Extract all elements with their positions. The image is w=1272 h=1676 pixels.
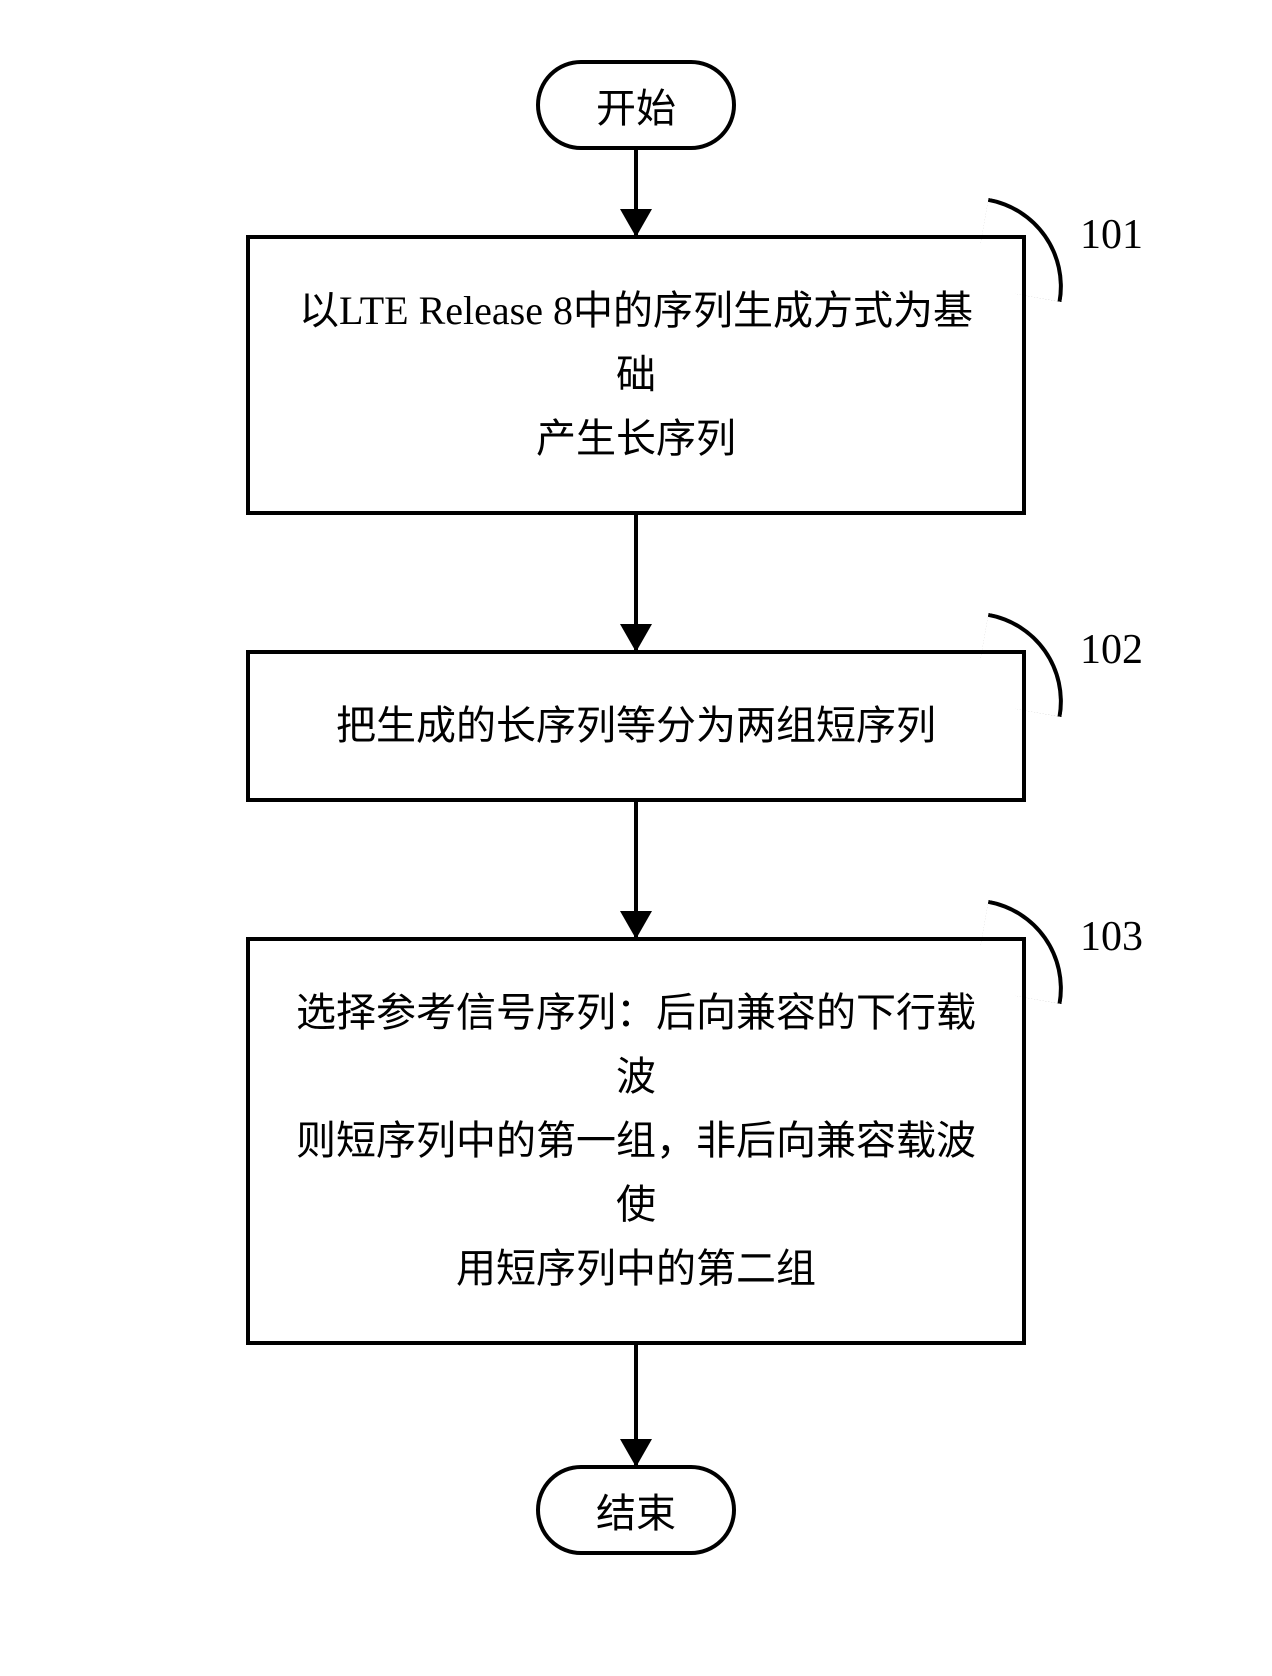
step1-process: 以LTE Release 8中的序列生成方式为基础 产生长序列 — [246, 235, 1026, 515]
end-terminal: 结束 — [536, 1465, 736, 1555]
step2-label-container: 102 — [980, 640, 1180, 710]
step3-text-line3: 用短序列中的第二组 — [280, 1237, 992, 1301]
step2-label: 102 — [1080, 626, 1143, 674]
step3-process: 选择参考信号序列：后向兼容的下行载波 则短序列中的第一组，非后向兼容载波使 用短… — [246, 937, 1026, 1345]
step1-text-line1: 以LTE Release 8中的序列生成方式为基础 — [280, 279, 992, 407]
end-text: 结束 — [596, 1481, 676, 1539]
arrow-step3-to-end — [246, 1345, 1026, 1465]
arrow-line — [634, 1345, 638, 1465]
arrow-step2-to-step3 — [246, 802, 1026, 937]
step2-row: 把生成的长序列等分为两组短序列 102 — [100, 650, 1172, 802]
step3-text-line1: 选择参考信号序列：后向兼容的下行载波 — [280, 981, 992, 1109]
step1-label: 101 — [1080, 211, 1143, 259]
flowchart-container: 开始 以LTE Release 8中的序列生成方式为基础 产生长序列 101 把… — [100, 60, 1172, 1555]
start-text: 开始 — [596, 76, 676, 134]
step3-label: 103 — [1080, 913, 1143, 961]
step2-text-line1: 把生成的长序列等分为两组短序列 — [280, 694, 992, 758]
step3-label-container: 103 — [980, 927, 1180, 997]
end-row: 结束 — [100, 1465, 1172, 1555]
step1-text-line2: 产生长序列 — [280, 407, 992, 471]
step1-label-container: 101 — [980, 225, 1180, 295]
step3-text-line2: 则短序列中的第一组，非后向兼容载波使 — [280, 1109, 992, 1237]
step3-label-curve — [973, 900, 1077, 1004]
arrow-line — [634, 515, 638, 650]
start-row: 开始 — [100, 60, 1172, 150]
arrow-start-to-step1 — [246, 150, 1026, 235]
step2-label-curve — [973, 613, 1077, 717]
step3-row: 选择参考信号序列：后向兼容的下行载波 则短序列中的第一组，非后向兼容载波使 用短… — [100, 937, 1172, 1345]
arrow-line — [634, 150, 638, 235]
start-terminal: 开始 — [536, 60, 736, 150]
step1-row: 以LTE Release 8中的序列生成方式为基础 产生长序列 101 — [100, 235, 1172, 515]
step2-process: 把生成的长序列等分为两组短序列 — [246, 650, 1026, 802]
step1-label-curve — [973, 198, 1077, 302]
arrow-step1-to-step2 — [246, 515, 1026, 650]
arrow-line — [634, 802, 638, 937]
